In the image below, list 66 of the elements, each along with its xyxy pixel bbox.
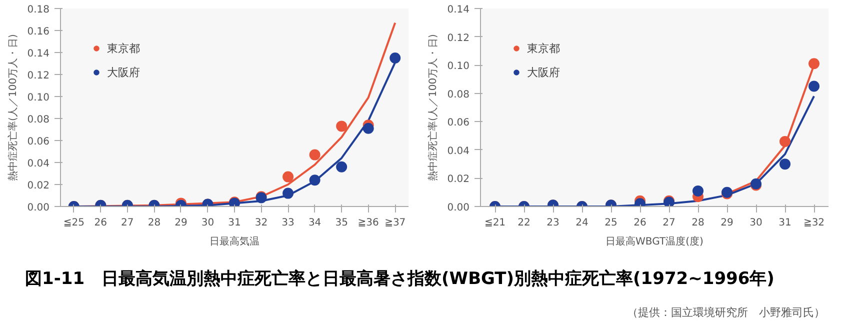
y-axis-title: 熱中症死亡率(人／100万人・日) — [7, 34, 20, 181]
y-tick-label: 0.04 — [27, 158, 50, 170]
x-tick-label: 33 — [282, 218, 294, 228]
legend-label: 大阪府 — [107, 64, 140, 80]
y-tick-label: 0.06 — [447, 118, 470, 129]
x-tick-label: 27 — [662, 218, 676, 228]
x-tick-label: 29 — [174, 218, 188, 228]
point — [282, 171, 294, 182]
point — [336, 161, 348, 172]
point — [282, 188, 294, 199]
x-axis-title: 日最高WBGT温度(度) — [606, 236, 704, 248]
x-tick-label: 31 — [228, 218, 241, 228]
x-tick-label: ≧36 — [358, 218, 379, 228]
x-tick-label: ≧32 — [803, 218, 825, 228]
legend-label: 東京都 — [527, 40, 560, 56]
y-tick-label: 0.08 — [447, 89, 470, 100]
y-tick-label: 0.06 — [27, 136, 50, 148]
point — [780, 136, 790, 147]
y-tick-label: 0.00 — [447, 202, 470, 214]
y-tick-label: 0.02 — [27, 180, 50, 192]
x-tick-label: 23 — [546, 218, 560, 228]
x-tick-label: ≧37 — [384, 218, 406, 228]
x-tick-label: ≦21 — [484, 218, 506, 228]
y-tick-label: 0.10 — [447, 61, 470, 72]
x-tick-label: 25 — [604, 218, 618, 228]
point — [692, 185, 704, 196]
x-tick-label: 28 — [148, 218, 161, 228]
y-tick-label: 0.18 — [27, 4, 50, 16]
y-tick-label: 0.14 — [27, 48, 50, 60]
x-axis-title: 日最高気温 — [210, 236, 260, 248]
y-tick-label: 0.16 — [27, 26, 50, 38]
x-tick-label: 22 — [518, 218, 530, 228]
x-tick-label: 35 — [335, 218, 348, 228]
x-tick-label: ≦25 — [63, 218, 84, 228]
y-tick-label: 0.14 — [447, 4, 470, 16]
x-tick-label: 31 — [778, 218, 792, 228]
x-tick-label: 28 — [692, 218, 704, 228]
y-tick-label: 0.10 — [27, 92, 50, 104]
point — [390, 52, 401, 64]
point — [309, 174, 320, 186]
text: 図1-11 日最高気温別熱中症死亡率と日最高暑さ指数(WBGT)別熱中症死亡率(1972~1996年) — [25, 268, 774, 291]
point — [808, 58, 820, 70]
x-tick-label: 30 — [750, 218, 762, 228]
legend-label: 大阪府 — [527, 64, 560, 80]
point — [362, 122, 374, 134]
y-tick-label: 0.02 — [447, 174, 470, 186]
point — [780, 158, 790, 170]
legend-label: 東京都 — [107, 40, 140, 56]
x-tick-label: 27 — [121, 218, 134, 228]
y-tick-label: 0.04 — [447, 146, 470, 157]
x-tick-label: 29 — [720, 218, 734, 228]
y-tick-label: 0.00 — [27, 202, 50, 214]
y-tick-label: 0.12 — [27, 70, 50, 82]
x-tick-label: 34 — [308, 218, 322, 228]
x-tick-label: 30 — [201, 218, 214, 228]
point — [808, 80, 820, 92]
point — [336, 120, 348, 132]
y-tick-label: 0.12 — [447, 32, 470, 44]
x-tick-label: 24 — [576, 218, 588, 228]
x-tick-label: 32 — [254, 218, 268, 228]
point — [309, 149, 320, 160]
x-tick-label: 26 — [94, 218, 108, 228]
x-tick-label: 26 — [634, 218, 646, 228]
text: （提供：国立環境研究所 小野雅司氏） — [627, 305, 825, 321]
y-tick-label: 0.08 — [27, 114, 50, 126]
y-axis-title: 熱中症死亡率(人／100万人・日) — [427, 34, 440, 181]
